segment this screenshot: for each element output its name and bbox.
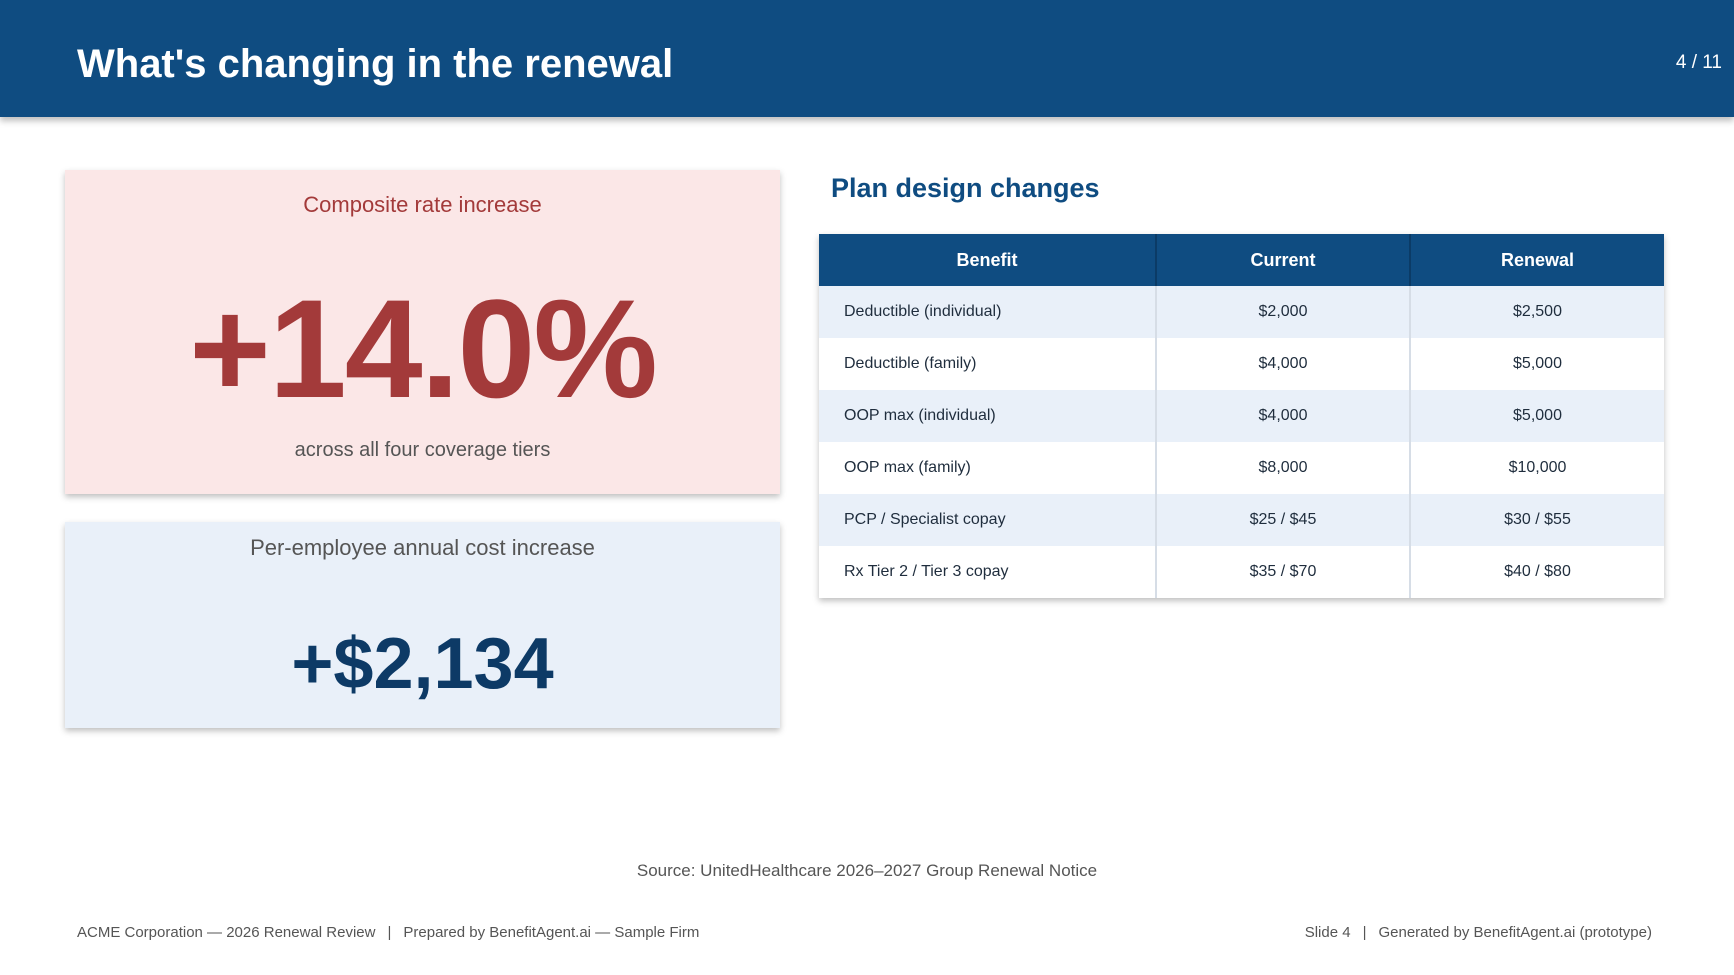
column-header-renewal: Renewal bbox=[1410, 234, 1664, 286]
benefit-cell: Deductible (family) bbox=[819, 338, 1157, 390]
rate-card-label: Composite rate increase bbox=[303, 192, 542, 217]
benefit-cell: Deductible (individual) bbox=[819, 286, 1157, 338]
table-row: Deductible (family) $4,000 $5,000 bbox=[819, 338, 1664, 390]
table-header-row: Benefit Current Renewal bbox=[819, 234, 1664, 286]
plan-changes-table: Benefit Current Renewal Deductible (indi… bbox=[819, 234, 1664, 598]
header-bar: What's changing in the renewal 4 / 11 bbox=[0, 0, 1734, 117]
footer-separator: | bbox=[1362, 924, 1367, 941]
rate-increase-card bbox=[65, 170, 780, 494]
footer-separator: | bbox=[387, 924, 392, 941]
current-cell: $4,000 bbox=[1156, 390, 1411, 442]
current-cell: $2,000 bbox=[1156, 286, 1411, 338]
cost-increase-card bbox=[65, 522, 780, 728]
renewal-cell: $5,000 bbox=[1410, 338, 1664, 390]
current-cell: $4,000 bbox=[1156, 338, 1411, 390]
footer-right: Slide 4 | Generated by BenefitAgent.ai (pr… bbox=[1305, 922, 1652, 944]
benefit-cell: OOP max (individual) bbox=[819, 390, 1157, 442]
column-header-current: Current bbox=[1156, 234, 1411, 286]
rate-increase-value: +14.0% bbox=[189, 270, 658, 427]
footer-prepared-by: Prepared by BenefitAgent.ai — Sample Fir… bbox=[403, 924, 700, 941]
table-row: Deductible (individual) $2,000 $2,500 bbox=[819, 286, 1664, 338]
page-title: What's changing in the renewal bbox=[77, 42, 674, 86]
table-row: Rx Tier 2 / Tier 3 copay $35 / $70 $40 /… bbox=[819, 546, 1664, 598]
footer-client: ACME Corporation — 2026 Renewal Review bbox=[77, 924, 376, 941]
current-cell: $35 / $70 bbox=[1156, 546, 1411, 598]
rate-card-subtitle: across all four coverage tiers bbox=[294, 439, 551, 461]
benefit-cell: OOP max (family) bbox=[819, 442, 1157, 494]
page-counter: 4 / 11 bbox=[1675, 52, 1722, 73]
renewal-cell: $5,000 bbox=[1410, 390, 1664, 442]
benefit-cell: PCP / Specialist copay bbox=[819, 494, 1157, 546]
table-row: OOP max (family) $8,000 $10,000 bbox=[819, 442, 1664, 494]
renewal-cell: $30 / $55 bbox=[1410, 494, 1664, 546]
renewal-cell: $2,500 bbox=[1410, 286, 1664, 338]
footer-generated-by: Generated by BenefitAgent.ai (prototype) bbox=[1378, 924, 1652, 941]
current-cell: $8,000 bbox=[1156, 442, 1411, 494]
column-header-benefit: Benefit bbox=[819, 234, 1157, 286]
benefit-cell: Rx Tier 2 / Tier 3 copay bbox=[819, 546, 1157, 598]
renewal-cell: $10,000 bbox=[1410, 442, 1664, 494]
plan-changes-title: Plan design changes bbox=[831, 173, 1100, 203]
table-row: OOP max (individual) $4,000 $5,000 bbox=[819, 390, 1664, 442]
current-cell: $25 / $45 bbox=[1156, 494, 1411, 546]
footer-slide-number: Slide 4 bbox=[1304, 924, 1351, 941]
table-row: PCP / Specialist copay $25 / $45 $30 / $… bbox=[819, 494, 1664, 546]
cost-card-label: Per-employee annual cost increase bbox=[250, 535, 595, 560]
cost-increase-value: +$2,134 bbox=[291, 624, 554, 704]
footer-left: ACME Corporation — 2026 Renewal Review | P… bbox=[77, 922, 699, 944]
renewal-cell: $40 / $80 bbox=[1410, 546, 1664, 598]
source-note: Source: UnitedHealthcare 2026–2027 Group… bbox=[636, 861, 1098, 880]
